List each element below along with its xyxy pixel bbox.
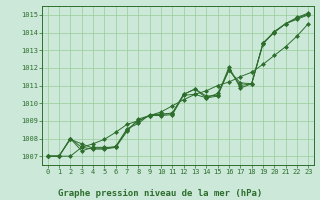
Text: Graphe pression niveau de la mer (hPa): Graphe pression niveau de la mer (hPa) <box>58 189 262 198</box>
